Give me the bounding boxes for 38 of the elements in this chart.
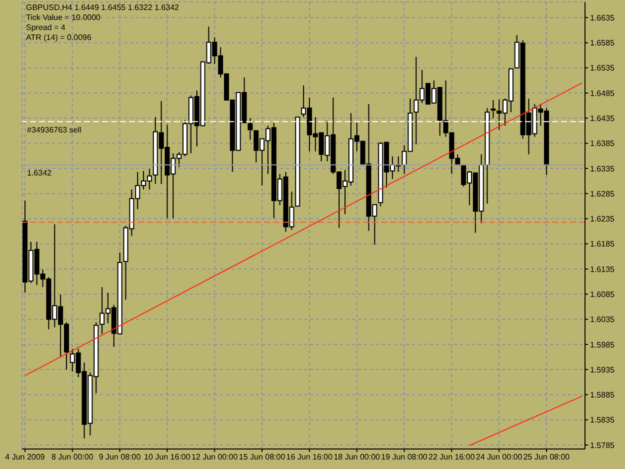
y-tick-label: 1.5885 bbox=[590, 390, 616, 400]
y-tick-label: 1.6235 bbox=[590, 214, 616, 224]
x-tick-label: 18 Jun 00:00 bbox=[334, 452, 381, 462]
x-tick-label: 10 Jun 16:00 bbox=[144, 452, 191, 462]
x-tick-label: 12 Jun 00:00 bbox=[191, 452, 238, 462]
x-tick-label: 9 Jun 08:00 bbox=[98, 452, 142, 462]
x-tick-label: 24 Jun 00:00 bbox=[476, 452, 523, 462]
annotation: Spread = 4 bbox=[26, 23, 66, 33]
y-tick-label: 1.5985 bbox=[590, 340, 616, 350]
chart-title: GBPUSD,H4 1.6449 1.6455 1.6322 1.6342 bbox=[26, 3, 179, 13]
y-tick-label: 1.6535 bbox=[590, 64, 616, 73]
x-tick-label: 15 Jun 08:00 bbox=[238, 452, 286, 462]
y-tick-label: 1.5835 bbox=[590, 416, 616, 425]
x-tick-label: 22 Jun 16:00 bbox=[428, 452, 476, 462]
ref-line-label: 1.6342 bbox=[27, 168, 52, 178]
x-tick-label: 25 Jun 08:00 bbox=[523, 452, 570, 462]
y-tick-label: 1.6635 bbox=[590, 13, 616, 22]
y-tick-label: 1.6435 bbox=[590, 114, 616, 123]
candlestick bbox=[248, 118, 253, 140]
annotation: ATR (14) = 0.0096 bbox=[26, 33, 92, 43]
y-tick-label: 1.6385 bbox=[590, 139, 616, 148]
y-tick-label: 1.6035 bbox=[590, 315, 616, 324]
y-tick-label: 1.6335 bbox=[590, 164, 616, 174]
y-tick-label: 1.6485 bbox=[590, 88, 616, 98]
y-tick-label: 1.6285 bbox=[590, 189, 616, 198]
candlestick bbox=[490, 100, 496, 119]
x-tick-label: 16 Jun 16:00 bbox=[286, 452, 334, 462]
y-tick-label: 1.5785 bbox=[590, 440, 616, 450]
x-tick-label: 4 Jun 2009 bbox=[5, 452, 46, 462]
y-tick-label: 1.6185 bbox=[590, 240, 616, 249]
y-tick-label: 1.6085 bbox=[590, 290, 616, 299]
y-tick-label: 1.6135 bbox=[590, 264, 616, 274]
annotation: Tick Value = 10.0000 bbox=[26, 13, 102, 23]
x-tick-label: 8 Jun 00:00 bbox=[51, 452, 94, 462]
ref-line-label: #34936763 sell bbox=[27, 125, 82, 134]
x-tick-label: 19 Jun 08:00 bbox=[381, 452, 428, 462]
y-tick-label: 1.5935 bbox=[590, 365, 616, 374]
y-tick-label: 1.6585 bbox=[590, 38, 616, 48]
